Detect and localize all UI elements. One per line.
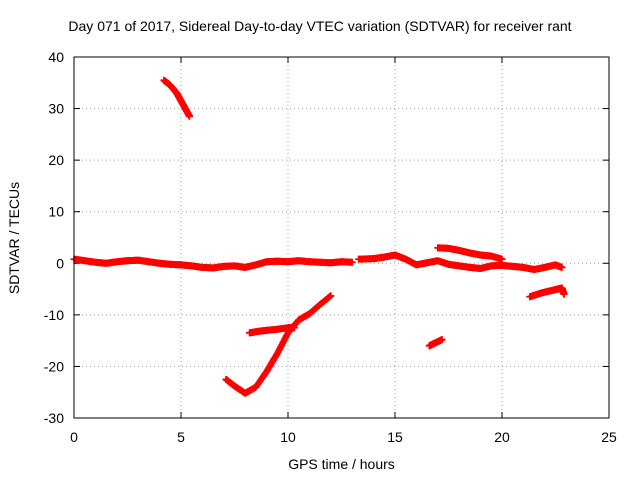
x-tick-label: 15 (387, 429, 403, 445)
series-short-flat (245, 324, 298, 337)
data-point (558, 263, 566, 271)
grid-lines (74, 57, 609, 418)
x-axis-label: GPS time / hours (288, 456, 395, 472)
y-tick-label: 0 (56, 255, 64, 271)
data-point (438, 336, 446, 344)
y-tick-label: -30 (44, 410, 64, 426)
y-tick-label: -20 (44, 358, 64, 374)
series-small-blip (425, 336, 446, 350)
x-tick-label: 0 (70, 429, 78, 445)
x-tick-label: 5 (177, 429, 185, 445)
data-point (560, 290, 568, 298)
data-marks (70, 76, 568, 397)
x-tick-label: 10 (280, 429, 296, 445)
series-main-near-zero (70, 255, 356, 272)
data-point (348, 258, 356, 266)
data-point (290, 324, 298, 332)
y-tick-label: 10 (48, 204, 64, 220)
x-tick-label: 25 (601, 429, 617, 445)
y-tick-label: 30 (48, 101, 64, 117)
y-tick-label: 40 (48, 49, 64, 65)
y-tick-label: -10 (44, 307, 64, 323)
axis-ticks: 0 5 10 15 20 25 -30 -20 -10 0 10 20 30 40 (44, 49, 617, 445)
series-descending-start (160, 76, 194, 120)
chart-title: Day 071 of 2017, Sidereal Day-to-day VTE… (68, 18, 572, 34)
x-tick-label: 20 (494, 429, 510, 445)
series-rising-track (222, 292, 335, 397)
data-point (327, 292, 335, 300)
data-point (498, 255, 506, 263)
series-upper-arc (434, 244, 506, 263)
series-late-track (526, 284, 568, 301)
y-tick-label: 20 (48, 152, 64, 168)
data-point (186, 112, 194, 120)
plot-frame (73, 56, 610, 419)
series-mid-segment (355, 251, 566, 273)
